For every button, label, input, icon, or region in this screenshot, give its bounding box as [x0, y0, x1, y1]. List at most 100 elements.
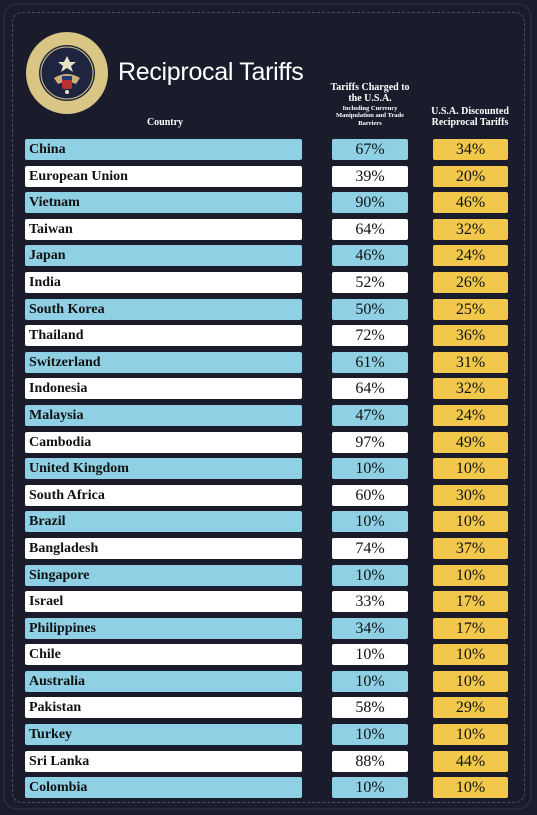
country-cell: South Africa [25, 484, 302, 506]
discounted-tariff-cell: 49% [433, 431, 508, 453]
discounted-tariff-cell: 10% [433, 511, 508, 533]
discounted-tariff-cell: 10% [433, 724, 508, 746]
country-cell: India [25, 271, 302, 293]
country-cell: Thailand [25, 325, 302, 347]
charged-tariff-cell: 10% [332, 777, 408, 799]
charged-tariff-cell: 10% [332, 644, 408, 666]
table-row: South Korea 50% 25% [0, 298, 537, 326]
discounted-tariff-cell: 36% [433, 325, 508, 347]
charged-tariff-cell: 72% [332, 325, 408, 347]
column-header-charged-title: Tariffs Charged to the U.S.A. [330, 82, 410, 104]
table-row: South Africa 60% 30% [0, 484, 537, 512]
charged-tariff-cell: 50% [332, 298, 408, 320]
charged-tariff-cell: 61% [332, 351, 408, 373]
table-row: Thailand 72% 36% [0, 325, 537, 352]
discounted-tariff-cell: 34% [433, 139, 508, 160]
discounted-tariff-cell: 29% [433, 697, 508, 719]
country-cell: Cambodia [25, 431, 302, 453]
charged-tariff-cell: 10% [332, 670, 408, 692]
column-header-discounted: U.S.A. Discounted Reciprocal Tariffs [431, 106, 509, 128]
charged-tariff-cell: 60% [332, 484, 408, 506]
country-cell: United Kingdom [25, 458, 302, 480]
country-cell: Vietnam [25, 192, 302, 214]
charged-tariff-cell: 58% [332, 697, 408, 719]
charged-tariff-cell: 39% [332, 165, 408, 187]
country-cell: Taiwan [25, 218, 302, 240]
dashed-border [12, 12, 525, 803]
table-row: Indonesia 64% 32% [0, 378, 537, 405]
country-cell: Turkey [25, 724, 302, 746]
charged-tariff-cell: 34% [332, 617, 408, 639]
charged-tariff-cell: 90% [332, 192, 408, 214]
country-cell: Singapore [25, 564, 302, 586]
charged-tariff-cell: 88% [332, 750, 408, 772]
country-cell: Philippines [25, 617, 302, 639]
table-row: China 67% 34% [0, 139, 537, 166]
discounted-tariff-cell: 25% [433, 298, 508, 320]
charged-tariff-cell: 10% [332, 724, 408, 746]
table-row: Sri Lanka 88% 44% [0, 750, 537, 778]
discounted-tariff-cell: 24% [433, 245, 508, 267]
discounted-tariff-cell: 10% [433, 458, 508, 480]
charged-tariff-cell: 47% [332, 404, 408, 426]
country-cell: Malaysia [25, 404, 302, 426]
charged-tariff-cell: 74% [332, 537, 408, 559]
country-cell: Israel [25, 591, 302, 613]
table-row: Brazil 10% 10% [0, 511, 537, 538]
country-cell: European Union [25, 165, 302, 187]
discounted-tariff-cell: 32% [433, 378, 508, 400]
country-cell: Bangladesh [25, 537, 302, 559]
charged-tariff-cell: 10% [332, 564, 408, 586]
table-row: India 52% 26% [0, 271, 537, 299]
discounted-tariff-cell: 10% [433, 564, 508, 586]
table-row: Taiwan 64% 32% [0, 218, 537, 246]
page-title: Reciprocal Tariffs [118, 58, 304, 86]
charged-tariff-cell: 97% [332, 431, 408, 453]
discounted-tariff-cell: 31% [433, 351, 508, 373]
charged-tariff-cell: 33% [332, 591, 408, 613]
country-cell: Australia [25, 670, 302, 692]
country-cell: China [25, 139, 302, 160]
discounted-tariff-cell: 20% [433, 165, 508, 187]
discounted-tariff-cell: 37% [433, 537, 508, 559]
discounted-tariff-cell: 17% [433, 617, 508, 639]
country-cell: South Korea [25, 298, 302, 320]
discounted-tariff-cell: 10% [433, 644, 508, 666]
discounted-tariff-cell: 10% [433, 777, 508, 799]
table-row: Malaysia 47% 24% [0, 404, 537, 432]
table-row: Chile 10% 10% [0, 644, 537, 671]
column-header-country: Country [146, 117, 184, 128]
table-row: European Union 39% 20% [0, 165, 537, 193]
table-row: Colombia 10% 10% [0, 777, 537, 804]
discounted-tariff-cell: 30% [433, 484, 508, 506]
table-row: United Kingdom 10% 10% [0, 458, 537, 485]
charged-tariff-cell: 10% [332, 511, 408, 533]
charged-tariff-cell: 46% [332, 245, 408, 267]
country-cell: Chile [25, 644, 302, 666]
discounted-tariff-cell: 46% [433, 192, 508, 214]
country-cell: Switzerland [25, 351, 302, 373]
table-row: Pakistan 58% 29% [0, 697, 537, 724]
charged-tariff-cell: 67% [332, 139, 408, 160]
country-cell: Colombia [25, 777, 302, 799]
table-row: Philippines 34% 17% [0, 617, 537, 645]
tariff-table: China 67% 34% European Union 39% 20% Vietnam 90… [0, 139, 537, 804]
column-header-charged-subtitle: Including Currency Manipulation and Trad… [335, 105, 405, 127]
table-row: Australia 10% 10% [0, 670, 537, 698]
table-row: Cambodia 97% 49% [0, 431, 537, 459]
discounted-tariff-cell: 24% [433, 404, 508, 426]
charged-tariff-cell: 52% [332, 271, 408, 293]
discounted-tariff-cell: 17% [433, 591, 508, 613]
discounted-tariff-cell: 26% [433, 271, 508, 293]
discounted-tariff-cell: 44% [433, 750, 508, 772]
discounted-tariff-cell: 10% [433, 670, 508, 692]
country-cell: Japan [25, 245, 302, 267]
country-cell: Pakistan [25, 697, 302, 719]
country-cell: Sri Lanka [25, 750, 302, 772]
charged-tariff-cell: 64% [332, 378, 408, 400]
discounted-tariff-cell: 32% [433, 218, 508, 240]
table-row: Bangladesh 74% 37% [0, 537, 537, 565]
table-row: Japan 46% 24% [0, 245, 537, 272]
charged-tariff-cell: 64% [332, 218, 408, 240]
table-row: Turkey 10% 10% [0, 724, 537, 751]
